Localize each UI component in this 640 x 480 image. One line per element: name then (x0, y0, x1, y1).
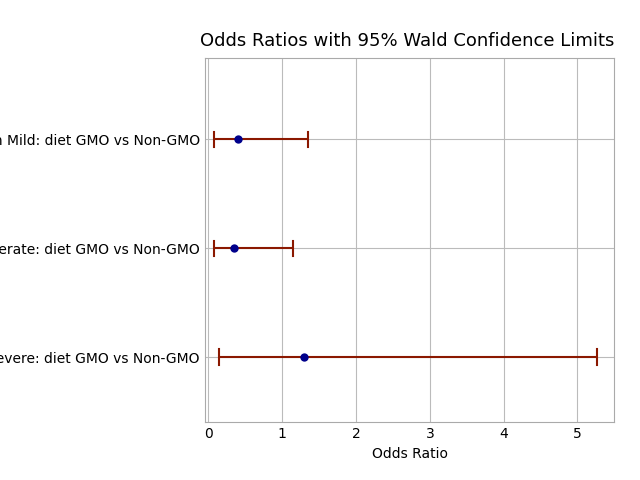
Text: Odds Ratios with 95% Wald Confidence Limits: Odds Ratios with 95% Wald Confidence Lim… (200, 33, 614, 50)
X-axis label: Odds Ratio: Odds Ratio (372, 447, 447, 461)
